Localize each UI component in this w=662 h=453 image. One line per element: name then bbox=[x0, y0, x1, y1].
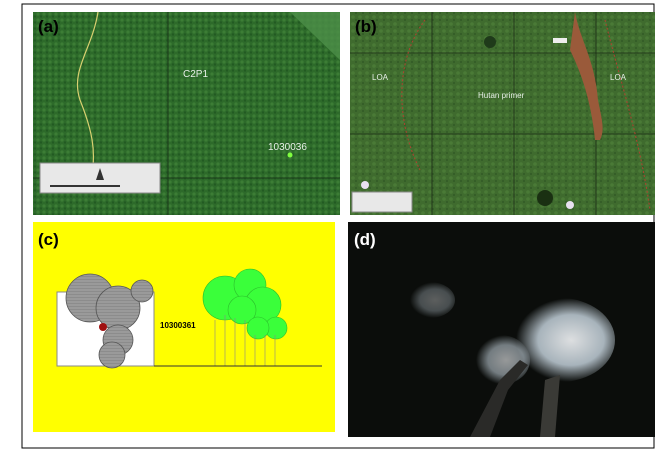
panel-c: (c) 10300361 bbox=[33, 222, 335, 432]
road bbox=[570, 12, 603, 140]
panel-label: (d) bbox=[354, 230, 376, 249]
trail bbox=[76, 11, 99, 176]
annotation: Hutan primer bbox=[478, 91, 525, 100]
panel-a: (a) C2P1 1030036 bbox=[33, 11, 340, 215]
panel-label: (b) bbox=[355, 17, 377, 36]
annotation: 1030036 bbox=[268, 142, 307, 153]
annotation: 10300361 bbox=[160, 321, 196, 330]
annotation: LOA bbox=[372, 73, 389, 82]
panel-b: (b) LOA Hutan primer LOA bbox=[350, 12, 655, 215]
panel-d: (d) bbox=[348, 222, 655, 437]
satellite-image bbox=[350, 12, 655, 215]
panel-label: (c) bbox=[38, 230, 59, 249]
panel-label: (a) bbox=[38, 17, 59, 36]
annotation: C2P1 bbox=[183, 69, 208, 80]
annotation: LOA bbox=[610, 73, 627, 82]
